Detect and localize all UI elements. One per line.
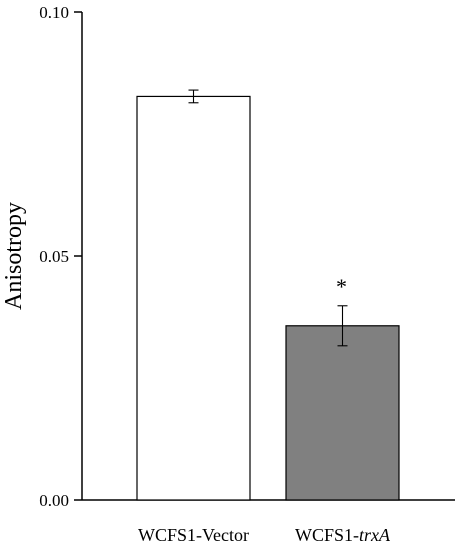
x-tick-label: WCFS1-Vector (138, 525, 249, 545)
y-axis-title: Anisotropy (1, 202, 27, 310)
significance-marker: * (336, 274, 347, 299)
x-tick-label: WCFS1-trxA (295, 525, 391, 545)
x-tick-label-name: Vector (202, 525, 249, 545)
bar (285, 325, 400, 501)
bar (136, 95, 251, 501)
y-tick-label: 0.00 (39, 491, 69, 510)
x-tick-label-prefix: WCFS1- (295, 525, 359, 545)
y-tick-label: 0.05 (39, 247, 69, 266)
y-tick-label: 0.10 (39, 3, 69, 22)
x-tick-label-prefix: WCFS1- (138, 525, 202, 545)
x-tick-labels: WCFS1-Vector WCFS1-trxA (138, 525, 391, 545)
x-tick-label-name: trxA (359, 525, 391, 545)
bars: * (136, 89, 400, 501)
y-ticks: 0.00 0.05 0.10 (39, 3, 82, 510)
